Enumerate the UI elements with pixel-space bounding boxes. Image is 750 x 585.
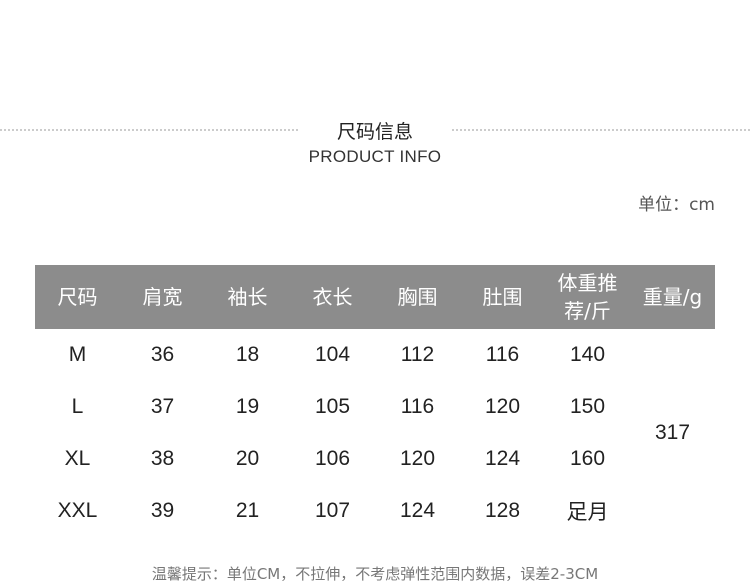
header-cell: 肚围 bbox=[460, 265, 545, 329]
title-cn: 尺码信息 bbox=[336, 121, 413, 143]
tip-note: 温馨提示：单位CM，不拉伸，不考虑弹性范围内数据，误差2-3CM bbox=[151, 565, 599, 583]
table-cell: XXL bbox=[57, 499, 98, 522]
header-cell: 胸围 bbox=[375, 265, 460, 329]
table-row: L 37 19 105 116 120 150 bbox=[35, 381, 715, 433]
header-row: 尺码 肩宽 袖长 衣长 胸围 肚围 体重推荐/斤 重量/g bbox=[35, 265, 715, 329]
divider-right bbox=[452, 129, 750, 131]
table-cell: 足月 bbox=[566, 501, 609, 524]
table-cell: 124 bbox=[399, 499, 436, 522]
table-cell: L bbox=[71, 395, 84, 418]
table-cell: 112 bbox=[400, 343, 435, 366]
table-cell: 116 bbox=[400, 395, 435, 418]
table-row: M 36 18 104 112 116 140 317 bbox=[35, 329, 715, 444]
table-cell: M bbox=[68, 343, 87, 366]
table-cell: 107 bbox=[314, 499, 351, 522]
table-cell: 104 bbox=[314, 343, 351, 366]
table-row: XXL 39 21 107 124 128 足月 bbox=[35, 485, 715, 537]
table-cell: 38 bbox=[150, 447, 175, 470]
header-cell: 重量/g bbox=[630, 265, 715, 329]
table-cell: 116 bbox=[485, 343, 520, 366]
table-cell: 19 bbox=[235, 395, 260, 418]
weight-cell: 317 bbox=[654, 421, 691, 444]
table-cell: 20 bbox=[235, 447, 260, 470]
table-cell: 120 bbox=[484, 395, 521, 418]
table-cell: 150 bbox=[569, 395, 606, 418]
table-cell: 160 bbox=[569, 447, 606, 470]
table-cell: 18 bbox=[235, 343, 260, 366]
header-cell: 袖长 bbox=[205, 265, 290, 329]
table-cell: 21 bbox=[235, 499, 260, 522]
table-cell: 39 bbox=[150, 499, 175, 522]
divider-left bbox=[0, 129, 298, 131]
table-cell: 106 bbox=[314, 447, 351, 470]
table-cell: 120 bbox=[399, 447, 436, 470]
header-cell: 体重推荐/斤 bbox=[545, 265, 630, 329]
unit-label: 单位：cm bbox=[638, 195, 715, 215]
table-cell: 128 bbox=[484, 499, 521, 522]
table-cell: 36 bbox=[150, 343, 175, 366]
header-text: 体重推荐/斤 bbox=[557, 271, 618, 323]
header-cell: 尺码 bbox=[35, 265, 120, 329]
size-table: 尺码 肩宽 袖长 衣长 胸围 肚围 体重推荐/斤 重量/g M 36 18 104 11… bbox=[35, 265, 715, 537]
header-cell: 肩宽 bbox=[120, 265, 205, 329]
table-cell: 124 bbox=[484, 447, 521, 470]
table-cell: 140 bbox=[569, 343, 606, 366]
table-row: XL 38 20 106 120 124 160 bbox=[35, 433, 715, 485]
table-cell: 105 bbox=[314, 395, 351, 418]
table-cell: XL bbox=[64, 447, 91, 470]
header-cell: 衣长 bbox=[290, 265, 375, 329]
title-en: PRODUCT INFO bbox=[308, 147, 442, 166]
table-cell: 37 bbox=[150, 395, 175, 418]
